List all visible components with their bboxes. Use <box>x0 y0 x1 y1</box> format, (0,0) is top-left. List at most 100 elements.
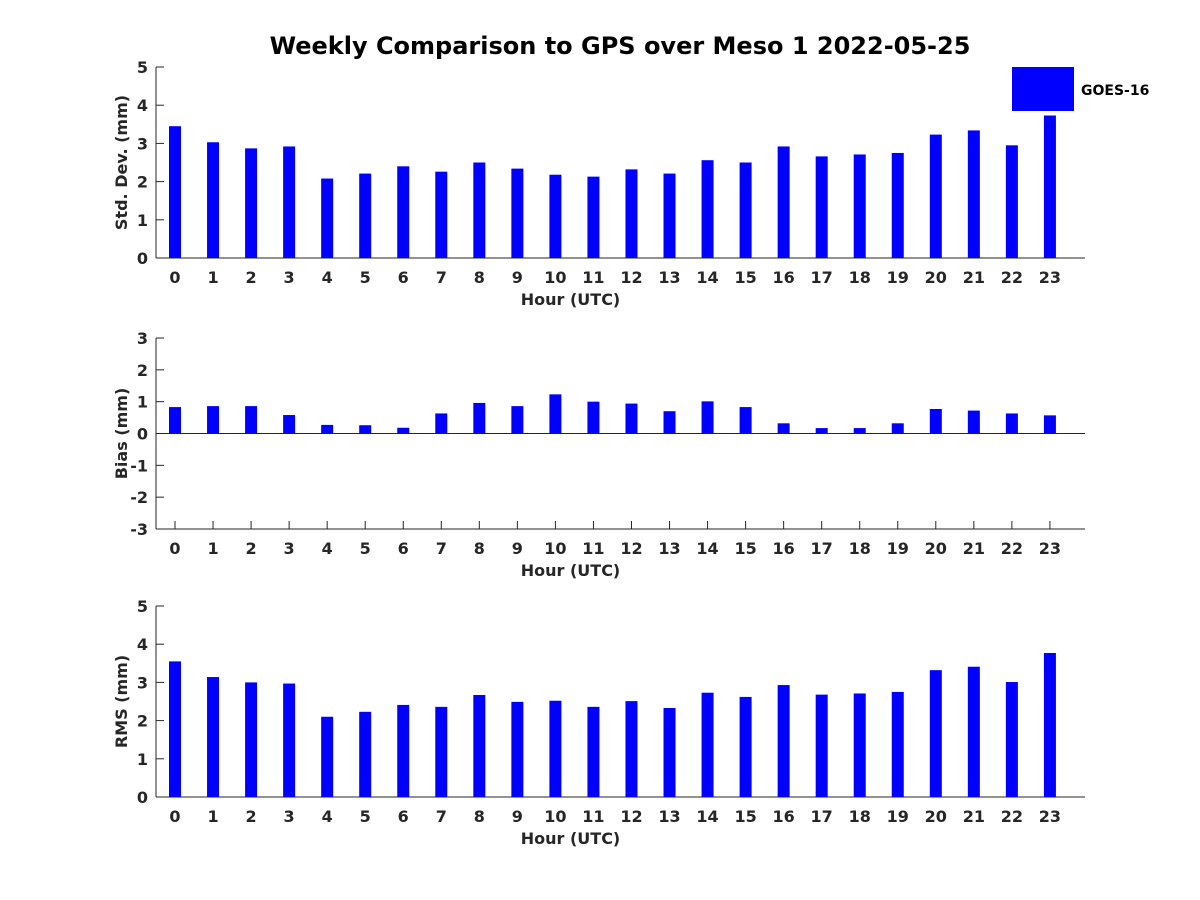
rms-x-tick-label: 0 <box>169 807 180 826</box>
bias-bar-hour-21 <box>967 410 980 434</box>
bias-bar-hour-3 <box>283 415 296 434</box>
bias-bar-hour-8 <box>473 402 486 434</box>
rms-bar-hour-15 <box>739 696 752 797</box>
bias-x-tick-label: 17 <box>811 539 833 558</box>
rms-bar-hour-18 <box>853 693 866 797</box>
rms-x-tick-label: 1 <box>207 807 218 826</box>
stddev-bar-hour-0 <box>169 126 181 259</box>
bias-x-tick-label: 22 <box>1001 539 1023 558</box>
bias-x-tick-label: 19 <box>887 539 909 558</box>
bias-bar-hour-0 <box>169 407 181 434</box>
rms-bar-hour-10 <box>549 700 562 797</box>
stddev-bar-hour-19 <box>891 152 904 258</box>
stddev-x-axis-label: Hour (UTC) <box>521 290 621 309</box>
stddev-bar-hour-9 <box>511 168 524 258</box>
stddev-bar-hour-10 <box>549 174 562 258</box>
bias-x-tick-label: 9 <box>512 539 523 558</box>
bias-bar-hour-13 <box>663 411 676 434</box>
bias-x-tick-label: 2 <box>246 539 257 558</box>
rms-x-tick-label: 9 <box>512 807 523 826</box>
bias-bar-hour-1 <box>207 406 220 434</box>
stddev-x-tick-label: 12 <box>620 268 642 287</box>
bias-x-tick-label: 14 <box>696 539 718 558</box>
bias-y-tick-label: 2 <box>137 361 148 380</box>
rms-x-tick-label: 20 <box>925 807 947 826</box>
legend-swatch-goes-16 <box>1012 67 1074 111</box>
bias-y-tick-label: 1 <box>137 393 148 412</box>
bias-x-tick-label: 16 <box>773 539 795 558</box>
stddev-x-tick-label: 3 <box>284 268 295 287</box>
bias-x-tick-label: 6 <box>398 539 409 558</box>
bias-bar-hour-7 <box>435 413 448 434</box>
rms-bar-hour-22 <box>1005 682 1018 797</box>
rms-bar-hour-20 <box>929 670 942 797</box>
stddev-x-tick-label: 16 <box>773 268 795 287</box>
rms-y-axis-label: RMS (mm) <box>112 655 131 748</box>
stddev-x-tick-label: 19 <box>887 268 909 287</box>
bias-x-tick-label: 11 <box>582 539 604 558</box>
stddev-x-tick-label: 1 <box>207 268 218 287</box>
rms-x-tick-label: 16 <box>773 807 795 826</box>
rms-x-tick-label: 2 <box>246 807 257 826</box>
bias-y-tick-label: 0 <box>137 425 148 444</box>
rms-bar-hour-21 <box>967 666 980 797</box>
stddev-x-tick-label: 21 <box>963 268 985 287</box>
chart-title: Weekly Comparison to GPS over Meso 1 202… <box>270 32 971 60</box>
stddev-y-tick-label: 1 <box>137 211 148 230</box>
bias-x-tick-label: 0 <box>169 539 180 558</box>
bias-bar-hour-17 <box>815 428 828 434</box>
bias-bar-hour-6 <box>397 427 410 434</box>
bias-bar-hour-2 <box>245 406 258 434</box>
rms-y-tick-label: 5 <box>137 597 148 616</box>
stddev-x-tick-label: 7 <box>436 268 447 287</box>
stddev-bar-hour-6 <box>397 166 410 258</box>
rms-x-tick-label: 6 <box>398 807 409 826</box>
bias-x-tick-label: 13 <box>658 539 680 558</box>
bias-bar-hour-16 <box>777 423 790 434</box>
bias-bar-hour-4 <box>321 424 334 434</box>
bias-x-tick-label: 18 <box>849 539 871 558</box>
bias-bar-hour-15 <box>739 407 752 434</box>
stddev-bar-hour-3 <box>283 146 296 258</box>
rms-bar-hour-11 <box>587 706 600 797</box>
rms-y-tick-label: 4 <box>137 635 148 654</box>
rms-x-tick-label: 4 <box>322 807 333 826</box>
bias-x-axis-label: Hour (UTC) <box>521 561 621 580</box>
rms-y-tick-label: 2 <box>137 712 148 731</box>
bias-bar-hour-22 <box>1005 413 1018 434</box>
stddev-x-tick-label: 17 <box>811 268 833 287</box>
rms-bar-hour-1 <box>207 677 220 797</box>
rms-bar-hour-6 <box>397 704 410 797</box>
stddev-x-tick-label: 9 <box>512 268 523 287</box>
stddev-y-tick-label: 4 <box>137 96 148 115</box>
bias-x-tick-label: 23 <box>1039 539 1061 558</box>
rms-y-tick-label: 1 <box>137 750 148 769</box>
rms-bar-hour-7 <box>435 706 448 797</box>
stddev-y-axis-label: Std. Dev. (mm) <box>112 95 131 230</box>
bias-bar-hour-20 <box>929 408 942 434</box>
bias-x-tick-label: 15 <box>734 539 756 558</box>
bias-bar-hour-5 <box>359 425 372 434</box>
stddev-x-tick-label: 23 <box>1039 268 1061 287</box>
rms-x-tick-label: 5 <box>360 807 371 826</box>
stddev-bar-hour-4 <box>321 178 334 258</box>
rms-x-tick-label: 8 <box>474 807 485 826</box>
bias-y-tick-label: -1 <box>130 456 148 475</box>
bias-x-tick-label: 1 <box>207 539 218 558</box>
bias-bar-hour-19 <box>891 423 904 434</box>
stddev-bar-hour-7 <box>435 171 448 258</box>
rms-bar-hour-12 <box>625 701 638 797</box>
stddev-bar-hour-1 <box>207 142 220 258</box>
bias-bar-hour-11 <box>587 401 600 434</box>
bias-bar-hour-14 <box>701 401 714 434</box>
stddev-bar-hour-12 <box>625 169 638 258</box>
rms-bar-hour-14 <box>701 692 714 797</box>
rms-bar-hour-17 <box>815 694 828 797</box>
rms-bar-hour-23 <box>1043 652 1056 797</box>
stddev-x-tick-label: 4 <box>322 268 333 287</box>
stddev-bar-hour-15 <box>739 162 752 258</box>
rms-bar-hour-4 <box>321 716 334 797</box>
stddev-bar-hour-16 <box>777 146 790 258</box>
